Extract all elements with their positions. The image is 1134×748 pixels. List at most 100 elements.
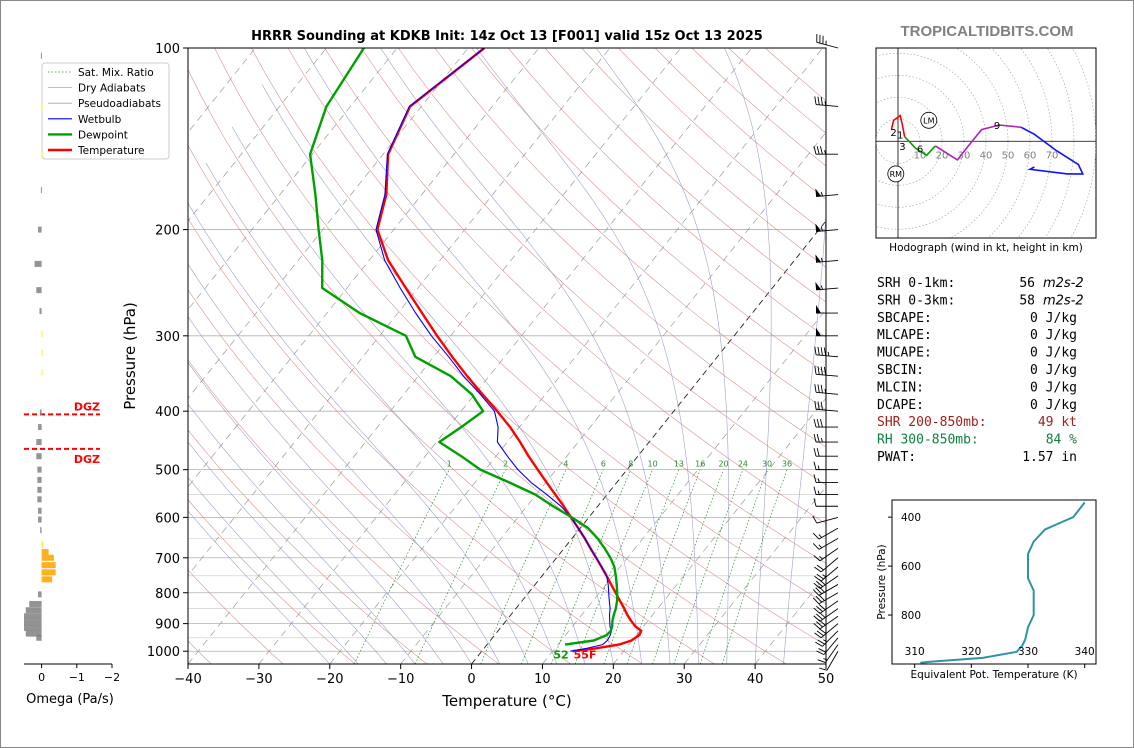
dry-adiabat — [188, 569, 284, 664]
hodograph-border — [875, 47, 1097, 239]
wind-barb — [813, 448, 838, 457]
hodo-trace — [934, 124, 1022, 161]
omega-bar — [36, 287, 42, 294]
barb-half-feather — [817, 478, 820, 483]
wind-barb — [813, 486, 838, 496]
y-tick-label: 200 — [155, 224, 180, 239]
wind-barb — [813, 608, 839, 622]
hodo-height-label: 9 — [994, 121, 1000, 132]
index-value: 56 — [1019, 276, 1035, 291]
omega-x-axis-label: Omega (Pa/s) — [26, 692, 114, 707]
wind-barb — [814, 366, 839, 377]
mixing-ratio-label: 36 — [782, 460, 792, 469]
omega-bar — [41, 369, 43, 376]
hodo-ring-label: 50 — [1002, 150, 1015, 161]
wind-barb — [816, 637, 839, 656]
x-tick-label: 20 — [605, 672, 622, 687]
index-unit: m2s-2 — [1043, 293, 1084, 308]
omega-bar — [29, 600, 42, 607]
omega-bar — [38, 424, 42, 431]
barb-feather — [814, 575, 822, 582]
wind-barb — [816, 327, 838, 337]
dry-adiabat — [471, 48, 826, 374]
isotherm — [471, 220, 826, 664]
y-tick-label: 500 — [155, 464, 180, 479]
omega-bar — [25, 630, 42, 637]
barb-feather — [816, 613, 823, 620]
barb-feather — [812, 589, 820, 596]
barb-feather — [814, 346, 817, 355]
dry-adiabat — [397, 48, 826, 448]
barb-flag — [815, 223, 822, 232]
dry-adiabat — [434, 48, 826, 411]
mixing-ratio-label: 30 — [762, 460, 772, 469]
barb-staff — [819, 547, 839, 562]
skewt-background-lines: 1 2 4 6 8 10 13 16 20 24 30 36 — [188, 48, 826, 664]
omega-bar — [36, 453, 42, 460]
mixing-ratio-label: 24 — [738, 460, 748, 469]
barb-half-feather — [827, 351, 830, 357]
hodo-ring-label: 40 — [980, 150, 993, 161]
index-value: 0 J/kg — [1030, 398, 1077, 413]
omega-bar — [41, 541, 44, 548]
hodo-ring-label: 70 — [1046, 150, 1059, 161]
mixing-ratio-line — [673, 469, 744, 664]
barb-flag — [815, 281, 822, 290]
y-tick-label: 400 — [155, 405, 180, 420]
hodo-trace — [1020, 126, 1085, 175]
omega-bar — [38, 226, 42, 233]
barb-staff — [818, 584, 839, 596]
barb-staff — [816, 354, 839, 358]
skewt-x-axis-label: Temperature (°C) — [441, 692, 571, 710]
barb-half-feather — [819, 555, 823, 560]
omega-bar — [38, 516, 42, 523]
barb-feather — [813, 498, 817, 507]
omega-bar — [24, 624, 42, 631]
pseudoadiabat — [304, 48, 642, 664]
pseudoadiabat — [380, 48, 671, 664]
dry-adiabat — [287, 48, 826, 564]
barb-feather — [817, 96, 820, 105]
index-label: SBCIN: — [877, 363, 924, 378]
index-value: 0 J/kg — [1030, 363, 1077, 378]
barb-feather — [813, 433, 817, 443]
barb-staff — [818, 537, 839, 550]
skewt-y-axis-label: Pressure (hPa) — [121, 302, 139, 410]
mixing-ratio-label: 4 — [563, 460, 568, 469]
mixing-ratio-label: 6 — [601, 460, 606, 469]
y-tick-label: 600 — [155, 511, 180, 526]
barb-half-feather — [820, 191, 823, 197]
wind-barb — [815, 281, 839, 291]
barb-feather — [813, 418, 817, 428]
pseudoadiabat — [724, 48, 772, 664]
barb-staff — [825, 644, 839, 663]
pseudoadiabat — [476, 48, 699, 664]
index-value: 0 J/kg — [1030, 328, 1077, 343]
barb-feather — [814, 401, 817, 410]
wetbulb-line — [375, 48, 613, 652]
omega-tick-label: 0 — [38, 671, 45, 684]
omega-bar — [37, 486, 42, 493]
barb-staff — [816, 373, 839, 377]
x-tick-label: −10 — [387, 672, 414, 687]
pseudoadiabat — [188, 202, 529, 664]
hodograph: 10 20 30 40 50 60 70 123 6 9 LM RM — [876, 48, 1096, 238]
legend-label: Dewpoint — [78, 129, 128, 141]
index-value: 0 J/kg — [1030, 380, 1077, 395]
barb-staff — [820, 623, 839, 639]
mixing-ratio-line — [550, 469, 632, 664]
hodo-ring-label: 20 — [936, 150, 949, 161]
mixing-ratio-line — [603, 469, 680, 664]
barb-half-feather — [824, 101, 827, 106]
omega-bar — [41, 576, 53, 583]
barb-feather — [818, 604, 826, 611]
legend-box — [41, 62, 170, 160]
wind-barb — [813, 547, 839, 562]
barb-feather — [816, 605, 823, 612]
x-tick-label: −40 — [174, 672, 201, 687]
omega-bar — [37, 466, 42, 473]
hodo-height-label: 1 — [897, 130, 903, 141]
barb-half-feather — [820, 226, 823, 232]
barb-feather — [814, 384, 817, 393]
